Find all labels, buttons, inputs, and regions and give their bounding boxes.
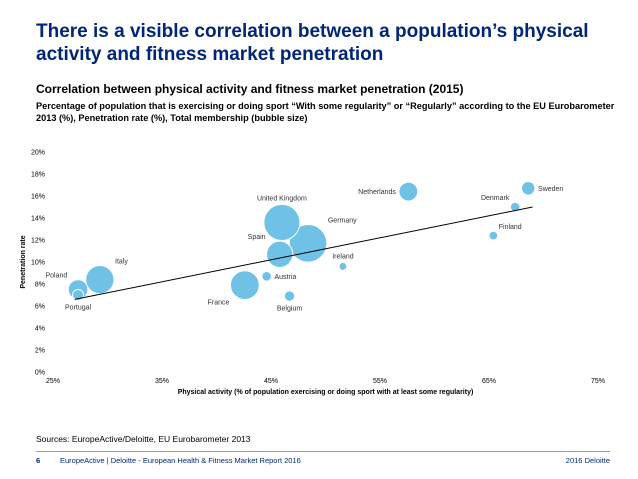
chart-bubbles: [67, 181, 536, 302]
bubble-germany: [288, 223, 328, 263]
footer-divider: [36, 451, 610, 452]
trendline: [74, 206, 533, 300]
point-label-denmark: Denmark: [481, 195, 510, 202]
point-label-poland: Poland: [45, 273, 67, 280]
sources-note: Sources: EuropeActive/Deloitte, EU Eurob…: [36, 434, 251, 444]
y-axis-label: Penetration rate: [20, 235, 27, 288]
point-label-portugal: Portugal: [65, 305, 92, 312]
y-tick-label: 20%: [31, 150, 45, 157]
bubble-spain: [266, 240, 294, 268]
x-tick-label: 45%: [264, 378, 278, 385]
chart-axes: 0% 2% 4% 6% 8% 10% 12% 14% 16% 18% 20% 25% 35% 45% 55%…: [20, 150, 605, 397]
chart-subtitle: Correlation between physical activity an…: [36, 82, 464, 96]
x-tick-label: 75%: [591, 378, 605, 385]
point-label-spain: Spain: [248, 234, 266, 241]
point-label-belgium: Belgium: [277, 305, 302, 312]
bubble-ireland: [338, 261, 348, 271]
bubble-united-kingdom: [263, 203, 301, 241]
point-label-italy: Italy: [115, 258, 128, 265]
y-tick-label: 0%: [35, 370, 45, 377]
point-label-sweden: Sweden: [538, 186, 563, 193]
bubble-france: [229, 270, 260, 301]
x-tick-label: 65%: [482, 378, 496, 385]
bubble-sweden: [520, 181, 536, 196]
point-label-france: France: [208, 300, 230, 307]
bubble-italy: [85, 264, 115, 295]
y-tick-label: 4%: [35, 326, 45, 333]
point-label-austria: Austria: [274, 274, 296, 281]
point-label-netherlands: Netherlands: [358, 189, 396, 196]
page-number: 6: [36, 456, 41, 465]
x-tick-label: 55%: [373, 378, 387, 385]
point-label-germany: Germany: [328, 217, 357, 224]
y-tick-label: 8%: [35, 282, 45, 289]
footer-text: EuropeActive | Deloitte - European Healt…: [60, 456, 301, 465]
bubble-denmark: [509, 201, 521, 213]
bubble-austria: [261, 270, 272, 282]
y-tick-label: 2%: [35, 348, 45, 355]
page-title: There is a visible correlation between a…: [36, 21, 589, 65]
x-tick-label: 25%: [46, 378, 60, 385]
y-tick-label: 6%: [35, 304, 45, 311]
point-label-united-kingdom: United Kingdom: [257, 195, 307, 202]
y-tick-label: 16%: [31, 194, 45, 201]
chart-description: Percentage of population that is exercis…: [36, 101, 615, 123]
y-tick-label: 18%: [31, 172, 45, 179]
bubble-netherlands: [398, 181, 419, 202]
bubble-finland: [488, 230, 499, 241]
point-label-finland: Finland: [499, 224, 522, 231]
x-tick-label: 35%: [155, 378, 169, 385]
x-axis-label: Physical activity (% of population exerc…: [178, 389, 474, 396]
bubble-belgium: [283, 290, 296, 302]
footer-copyright: 2016 Deloitte: [565, 456, 610, 465]
point-label-ireland: Ireland: [332, 253, 354, 260]
y-tick-label: 12%: [31, 238, 45, 245]
y-tick-label: 14%: [31, 216, 45, 223]
chart-trendline-layer: [74, 206, 533, 300]
y-tick-label: 10%: [31, 260, 45, 267]
chart-point-labels: Sweden Netherlands Denmark Finland United Ki…: [45, 186, 563, 312]
